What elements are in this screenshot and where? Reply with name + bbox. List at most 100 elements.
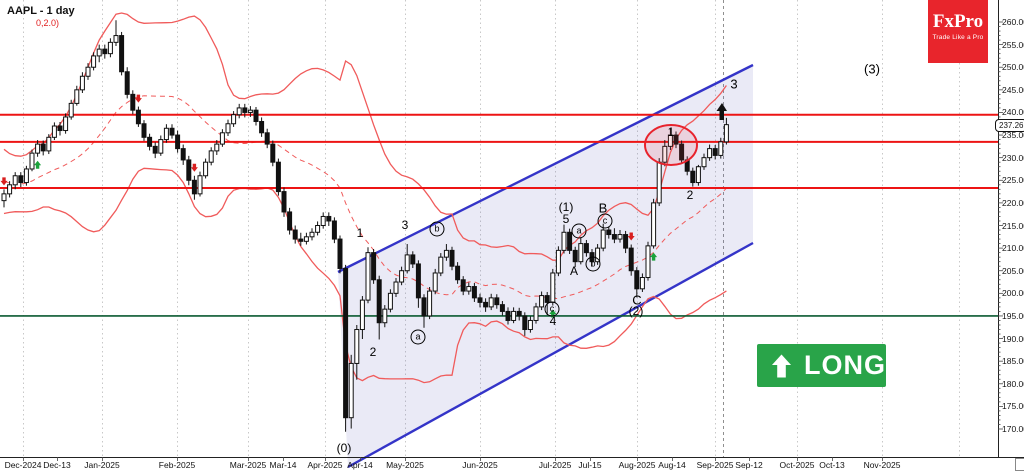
price-axis-label: 185.00 [1002,356,1024,367]
up-trend-arrow-icon [716,103,727,120]
wave-label: B [598,200,608,216]
wave-label-circled: c [597,213,613,229]
candle-body [623,234,629,249]
candle-body [214,143,220,152]
time-axis-label: May-2025 [386,460,424,470]
candle-body [270,143,276,163]
price-axis-label: 200.00 [1002,288,1024,299]
wave-label: C [632,292,642,308]
candle-body [315,225,321,233]
time-axis-label: Jul-15 [578,460,602,470]
axis-corner-box[interactable] [1015,458,1024,471]
candle-body [197,175,203,195]
candle-body [343,267,349,419]
candle-body [337,238,343,269]
candle-body [427,290,433,317]
wave-label: 1 [356,226,364,240]
candle-body [51,125,57,138]
fxpro-logo-title: FxPro [932,11,984,32]
price-axis-label: 195.00 [1002,310,1024,321]
price-axis-label: 180.00 [1002,378,1024,389]
trend-channel-lower-line[interactable] [347,241,754,469]
candle-body [141,123,147,138]
candle-body [600,229,606,249]
price-axis-label: 240.00 [1002,107,1024,118]
candle-body [522,315,528,331]
candle-body [634,270,640,290]
candle-body [432,272,438,292]
price-axis-label: 175.00 [1002,401,1024,412]
candle-body [219,132,225,145]
price-axis-label: 205.00 [1002,265,1024,276]
candle-body [583,243,589,254]
wave-label: 2 [369,345,377,359]
price-axis-label: 255.00 [1002,39,1024,50]
candle-body [712,148,718,156]
wave-label: (3) [864,61,880,77]
candle-body [96,48,102,57]
candle-body [371,252,377,281]
wave-label: 4 [549,314,557,328]
candle-body [572,249,578,263]
buy-signal-icon [34,160,42,169]
breakout-highlight-ellipse[interactable] [644,124,698,166]
candle-body [152,145,158,154]
candle-body [611,234,617,240]
price-axis-label: 190.00 [1002,333,1024,344]
trend-channel-upper-line[interactable] [337,63,754,274]
candle-body [505,310,511,321]
candle-body [415,263,421,299]
candle-body [421,297,427,317]
candle-body [471,286,477,299]
long-signal-label: LONG [804,350,886,380]
candle-body [102,48,108,55]
candle-body [617,234,623,240]
candle-body [550,272,556,303]
wave-label-circled: c [544,301,560,317]
candle-body [695,166,701,184]
candle-body [147,136,153,147]
candle-body [236,107,242,116]
candle-body [662,145,668,163]
candle-body [259,120,265,134]
candle-body [113,35,119,43]
candle-body [225,123,231,134]
time-axis-label: Apr-2025 [307,460,343,470]
candle-body [455,265,461,281]
candle-body [29,152,35,170]
price-axis-label: 225.00 [1002,175,1024,186]
time-axis-label: Jan-2025 [84,460,120,470]
candle-body [130,93,136,111]
price-axis-label: 235.00 [1002,130,1024,141]
candle-body [320,215,326,226]
candle-body [208,150,214,163]
candle-body [516,310,522,317]
candle-body [180,148,186,161]
buy-signal-icon [650,252,658,261]
price-axis-label: 215.00 [1002,220,1024,231]
time-axis-label: Aug-2025 [618,460,656,470]
candle-body [499,304,505,312]
candle-body [281,191,287,213]
candle-body [376,279,382,324]
candle-body [723,124,729,143]
price-axis-label: 245.00 [1002,84,1024,95]
wave-label: 3 [730,76,738,92]
candle-body [186,159,192,181]
candle-body [561,231,567,251]
wave-label: 2 [686,188,694,202]
candle-body [309,231,315,238]
candle-body [331,220,337,240]
time-axis-label: Mar-2025 [229,460,267,470]
candle-body [247,109,253,113]
candle-body [656,161,662,204]
candle-body [242,107,248,113]
candle-body [158,139,164,154]
candle-body [74,89,80,104]
candle-body [533,306,539,321]
candle-body [606,229,612,236]
candle-body [645,245,651,279]
price-axis-label: 260.00 [1002,17,1024,27]
time-axis-label: Aug-14 [658,460,686,470]
